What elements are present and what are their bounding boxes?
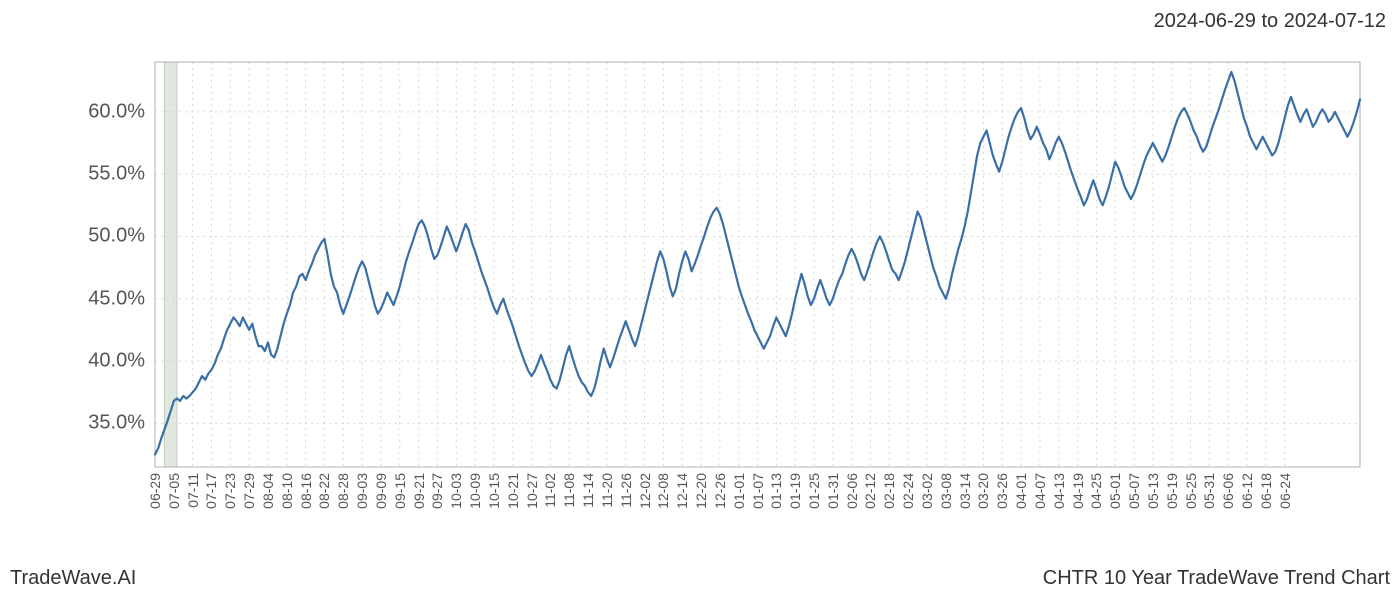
x-tick-label: 08-22	[316, 473, 332, 509]
x-tick-label: 09-03	[354, 473, 370, 509]
x-tick-label: 10-27	[524, 473, 540, 509]
x-tick-label: 05-25	[1183, 473, 1199, 509]
x-tick-label: 08-16	[298, 473, 314, 509]
plot-area: 06-2907-0507-1107-1707-2307-2908-0408-10…	[155, 62, 1360, 467]
x-tick-label: 04-07	[1032, 473, 1048, 509]
x-tick-label: 05-07	[1126, 473, 1142, 509]
date-range-label: 2024-06-29 to 2024-07-12	[1154, 10, 1386, 33]
x-tick-label: 12-20	[693, 473, 709, 509]
x-tick-label: 01-19	[787, 473, 803, 509]
x-tick-label: 07-11	[185, 473, 201, 508]
x-tick-label: 06-18	[1258, 473, 1274, 509]
x-tick-label: 07-29	[241, 473, 257, 509]
x-tick-label: 04-19	[1070, 473, 1086, 509]
x-tick-label: 11-14	[580, 473, 596, 508]
x-tick-label: 10-15	[486, 473, 502, 509]
x-tick-label: 01-25	[806, 473, 822, 509]
x-tick-label: 08-04	[260, 473, 276, 509]
x-tick-label: 11-02	[542, 473, 558, 508]
x-tick-label: 05-31	[1201, 473, 1217, 509]
x-tick-label: 03-26	[994, 473, 1010, 509]
y-tick-label: 45.0%	[88, 287, 145, 310]
x-tick-label: 06-29	[147, 473, 163, 509]
x-tick-label: 09-27	[429, 473, 445, 509]
x-tick-label: 05-01	[1107, 473, 1123, 509]
x-tick-label: 04-13	[1051, 473, 1067, 509]
x-tick-label: 03-14	[957, 473, 973, 509]
x-tick-label: 07-23	[222, 473, 238, 509]
x-tick-label: 07-05	[166, 473, 182, 509]
y-tick-label: 35.0%	[88, 412, 145, 435]
x-tick-label: 04-25	[1088, 473, 1104, 509]
y-tick-label: 55.0%	[88, 163, 145, 186]
x-tick-label: 01-13	[768, 473, 784, 509]
x-tick-label: 05-13	[1145, 473, 1161, 509]
x-tick-label: 06-24	[1277, 473, 1293, 509]
x-tick-label: 10-03	[448, 473, 464, 509]
x-tick-label: 02-06	[844, 473, 860, 509]
x-tick-label: 11-08	[561, 473, 577, 508]
x-tick-label: 03-08	[938, 473, 954, 509]
x-tick-label: 05-19	[1164, 473, 1180, 509]
x-tick-label: 02-18	[881, 473, 897, 509]
chart-svg	[155, 62, 1360, 467]
x-tick-label: 08-28	[335, 473, 351, 509]
x-tick-label: 01-01	[731, 473, 747, 509]
x-tick-label: 12-26	[712, 473, 728, 509]
y-tick-label: 60.0%	[88, 100, 145, 123]
x-tick-label: 01-07	[750, 473, 766, 509]
x-tick-label: 06-06	[1220, 473, 1236, 509]
x-tick-label: 06-12	[1239, 473, 1255, 509]
x-tick-label: 11-26	[618, 473, 634, 508]
x-tick-label: 07-17	[203, 473, 219, 509]
x-tick-label: 10-21	[505, 473, 521, 509]
footer-title: CHTR 10 Year TradeWave Trend Chart	[1043, 567, 1390, 590]
y-tick-label: 40.0%	[88, 350, 145, 373]
x-tick-label: 11-20	[599, 473, 615, 508]
x-tick-label: 09-09	[373, 473, 389, 509]
x-tick-label: 02-12	[862, 473, 878, 509]
x-tick-label: 03-02	[919, 473, 935, 509]
x-tick-label: 01-31	[825, 473, 841, 509]
x-tick-label: 04-01	[1013, 473, 1029, 509]
x-tick-label: 12-02	[637, 473, 653, 509]
x-tick-label: 09-21	[411, 473, 427, 509]
x-tick-label: 10-09	[467, 473, 483, 509]
y-tick-label: 50.0%	[88, 225, 145, 248]
x-tick-label: 12-14	[674, 473, 690, 509]
x-tick-label: 12-08	[655, 473, 671, 509]
x-tick-label: 09-15	[392, 473, 408, 509]
x-tick-label: 02-24	[900, 473, 916, 509]
x-tick-label: 03-20	[975, 473, 991, 509]
footer-brand: TradeWave.AI	[10, 567, 136, 590]
x-tick-label: 08-10	[279, 473, 295, 509]
chart-root: 2024-06-29 to 2024-07-12 06-2907-0507-11…	[0, 0, 1400, 600]
